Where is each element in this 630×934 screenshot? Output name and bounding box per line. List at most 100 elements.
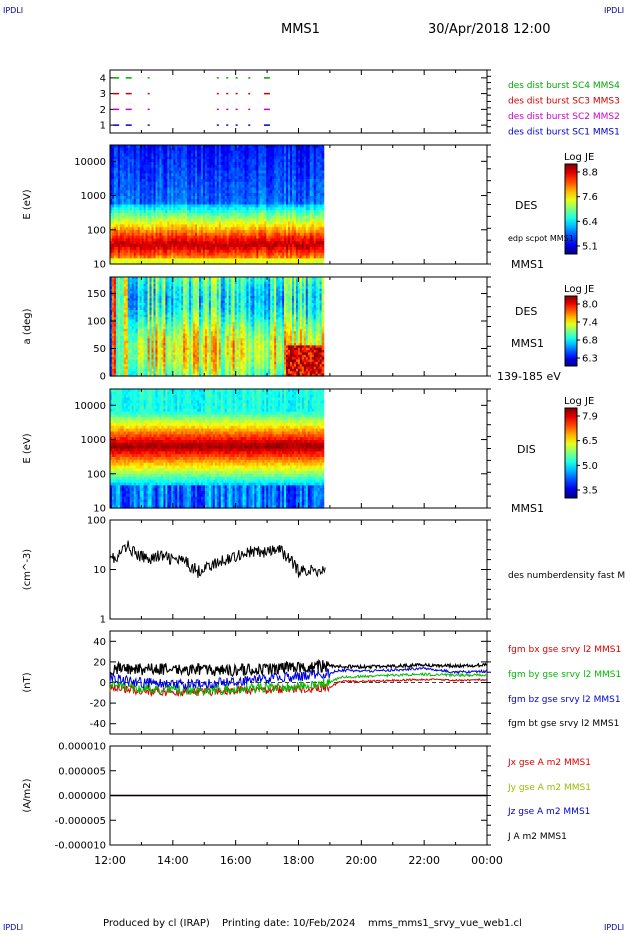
heatmap-cell [222,147,226,152]
heatmap-cell [159,198,163,203]
heatmap-cell [297,221,301,225]
heatmap-cell [202,176,206,180]
heatmap-cell [295,170,299,174]
heatmap-cell [286,244,289,248]
heatmap-cell [244,164,248,169]
heatmap-cell [181,218,184,223]
heatmap-cell [290,230,293,234]
heatmap-cell [214,210,218,214]
heatmap-cell [111,170,115,174]
heatmap-cell [278,221,281,225]
heatmap-cell [110,156,113,160]
heatmap-cell [183,167,186,172]
heatmap-cell [159,238,163,242]
heatmap-cell [129,252,133,257]
heatmap-cell [284,221,287,225]
heatmap-cell [141,241,145,245]
heatmap-cell [244,204,248,208]
heatmap-cell [264,213,267,217]
heatmap-cell [161,210,165,214]
heatmap-cell [141,187,145,191]
heatmap-cell [163,187,166,191]
heatmap-cell [115,153,119,157]
heatmap-cell [111,235,115,240]
heatmap-cell [135,232,139,237]
heatmap-cell [141,150,145,155]
heatmap-cell [115,230,119,234]
heatmap-cell [155,232,159,237]
heatmap-cell [143,232,147,237]
heatmap-cell [254,193,257,197]
heatmap-cell [252,173,255,177]
heatmap-cell [145,218,149,223]
heatmap-cell [288,210,291,214]
heatmap-cell [133,221,137,225]
heatmap-cell [256,162,259,166]
heatmap-cell [157,227,161,231]
heatmap-cell [295,249,299,254]
heatmap-cell [270,173,273,177]
heatmap-cell [149,201,153,206]
heatmap-cell [173,204,176,208]
heatmap-cell [210,159,214,163]
heatmap-cell [147,215,151,220]
heatmap-cell [139,235,143,240]
heatmap-cell [293,201,297,206]
heatmap-cell [270,156,273,160]
heatmap-cell [175,179,178,183]
heatmap-cell [266,204,269,208]
heatmap-cell [270,184,273,189]
heatmap-cell [280,255,283,259]
heatmap-cell [295,147,299,152]
heatmap-cell [129,187,133,191]
heatmap-cell [248,252,252,257]
heatmap-cell [286,196,289,200]
heatmap-cell [280,252,283,257]
heatmap-cell [173,215,176,220]
heatmap-cell [222,238,226,242]
heatmap-cell [177,249,180,254]
heatmap-cell [272,147,275,152]
heatmap-cell [157,258,161,262]
heatmap-cell [266,162,269,166]
heatmap-cell [256,145,259,149]
heatmap-cell [262,187,265,191]
heatmap-cell [242,255,246,259]
heatmap-cell [143,159,147,163]
heatmap-cell [177,150,180,155]
heatmap-cell [204,193,208,197]
heatmap-cell [216,159,220,163]
heatmap-cell [143,164,147,169]
heatmap-cell [129,218,133,223]
heatmap-cell [222,159,226,163]
heatmap-cell [161,224,165,228]
heatmap-cell [258,162,261,166]
heatmap-cell [143,145,147,149]
heatmap-cell [204,201,208,206]
heatmap-cell [115,190,119,194]
heatmap-cell [145,173,149,177]
heatmap-cell [117,258,121,262]
heatmap-cell [284,145,287,149]
heatmap-cell [212,201,216,206]
heatmap-cell [280,261,283,265]
heatmap-cell [236,232,240,237]
heatmap-cell [127,258,131,262]
heatmap-cell [181,230,184,234]
heatmap-cell [290,241,293,245]
heatmap-cell [149,198,153,203]
heatmap-cell [163,244,166,248]
heatmap-cell [272,179,275,183]
heatmap-cell [274,176,277,180]
heatmap-cell [301,258,305,262]
heatmap-cell [131,164,135,169]
heatmap-cell [133,167,137,172]
heatmap-cell [204,179,208,183]
heatmap-cell [177,167,180,172]
heatmap-cell [155,173,159,177]
heatmap-cell [181,153,184,157]
heatmap-cell [216,156,220,160]
heatmap-cell [238,196,242,200]
heatmap-cell [133,196,137,200]
heatmap-cell [177,261,180,265]
